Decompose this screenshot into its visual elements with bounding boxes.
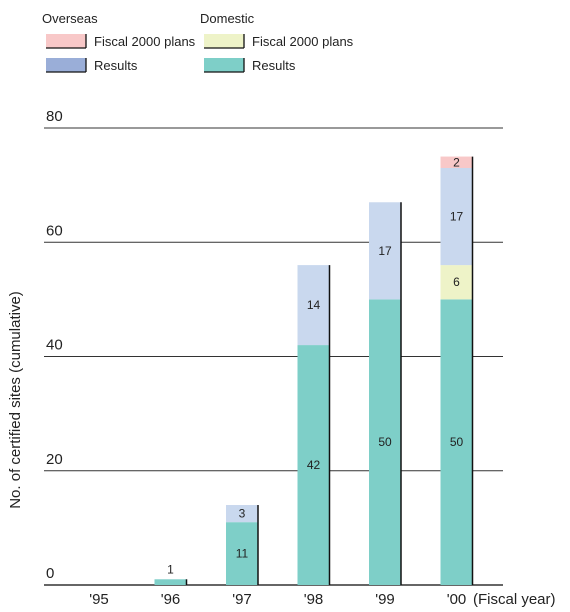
x-tick-label: '98 xyxy=(304,591,324,607)
data-label: 1 xyxy=(167,562,174,576)
legend-swatch xyxy=(204,58,244,72)
y-tick-labels: 0 20 40 60 80 xyxy=(46,108,63,582)
x-tick-label: '97 xyxy=(232,591,252,607)
bar-segment xyxy=(226,522,258,585)
x-tick-label: '00 xyxy=(447,591,467,607)
bar-segment xyxy=(369,299,401,585)
gridlines xyxy=(44,127,503,586)
legend-label: Fiscal 2000 plans xyxy=(94,34,196,49)
data-label: 42 xyxy=(307,458,321,472)
x-tick-label: '99 xyxy=(375,591,395,607)
data-label: 17 xyxy=(378,244,392,258)
legend: Overseas Fiscal 2000 plans Results Domestic… xyxy=(42,11,354,73)
data-label: 50 xyxy=(450,435,464,449)
bar-segment xyxy=(226,505,258,523)
data-label: 50 xyxy=(378,435,392,449)
data-label: 3 xyxy=(239,507,246,521)
bar-segment xyxy=(369,202,401,300)
y-tick-label: 0 xyxy=(46,565,54,582)
data-label: 14 xyxy=(307,298,321,312)
legend-group-title: Overseas xyxy=(42,11,98,26)
data-label: 11 xyxy=(236,547,249,561)
x-tick-labels: '95 '96 '97 '98 '99 '00 xyxy=(89,591,467,608)
legend-label: Fiscal 2000 plans xyxy=(252,34,354,49)
data-label: 17 xyxy=(450,210,464,224)
x-axis-label: (Fiscal year) xyxy=(473,591,556,607)
x-tick-label: '96 xyxy=(161,591,181,607)
y-tick-label: 20 xyxy=(46,451,63,468)
x-tick-label: '95 xyxy=(89,591,109,607)
bar-segment xyxy=(297,345,330,585)
legend-group-title: Domestic xyxy=(200,11,255,26)
legend-label: Results xyxy=(94,58,138,73)
bar-segment xyxy=(154,579,187,585)
y-axis-label: No. of certified sites (cumulative) xyxy=(7,291,24,509)
bar-segment xyxy=(440,299,473,585)
legend-swatch xyxy=(46,34,86,48)
bar-segment xyxy=(440,167,473,266)
y-tick-label: 40 xyxy=(46,337,63,354)
y-tick-label: 60 xyxy=(46,222,63,239)
legend-swatch xyxy=(46,58,86,72)
bar-segment xyxy=(297,265,330,346)
bar-segment xyxy=(440,265,473,300)
data-label: 2 xyxy=(453,155,460,169)
legend-swatch xyxy=(204,34,244,48)
data-label: 6 xyxy=(453,275,460,289)
bar-segment xyxy=(440,156,473,168)
legend-label: Results xyxy=(252,58,296,73)
y-tick-label: 80 xyxy=(46,108,63,125)
